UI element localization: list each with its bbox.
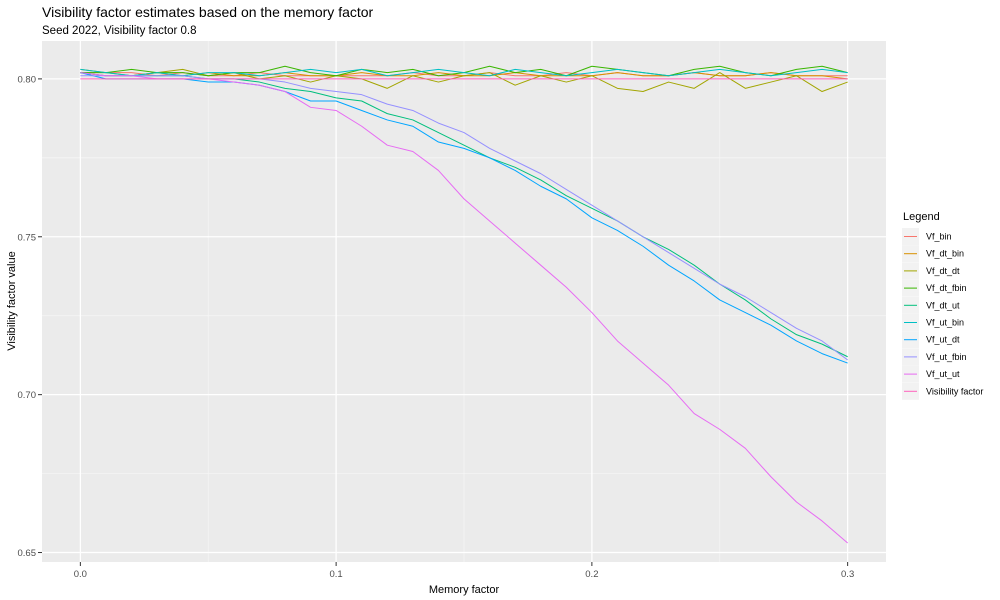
x-tick-label: 0.2 [585,569,598,580]
legend-item-vf-dt-dt: Vf_dt_dt [902,262,960,280]
legend-item-vf-ut-ut: Vf_ut_ut [902,365,960,383]
legend: Legend Vf_bin Vf_dt_bin Vf_dt_dt Vf_dt_fbin… [902,211,983,400]
chart-title: Visibility factor estimates based on the… [42,4,374,20]
y-axis: 0.65 0.70 0.75 0.80 [18,74,42,559]
legend-item-vf-ut-fbin: Vf_ut_fbin [902,348,967,366]
legend-item-visibility-factor: Visibility factor [902,382,983,400]
x-axis-title: Memory factor [429,584,500,596]
series-line-vf-ut-dt [80,72,848,364]
legend-label-vf-dt-bin: Vf_dt_bin [926,249,964,259]
legend-label-vf-dt-ut: Vf_dt_ut [926,300,960,310]
y-tick-label: 0.65 [18,548,37,559]
x-axis: 0.0 0.1 0.2 0.3 [74,562,854,580]
y-tick-label: 0.75 [18,232,37,243]
y-tick-label: 0.70 [18,390,37,401]
minor-gridlines [42,41,886,562]
legend-label-vf-bin: Vf_bin [926,232,952,242]
legend-title: Legend [903,211,940,223]
x-tick-label: 0.0 [74,569,87,580]
legend-item-vf-bin: Vf_bin [902,228,952,245]
legend-item-vf-ut-dt: Vf_ut_dt [902,331,960,349]
x-tick-label: 0.1 [330,569,343,580]
legend-item-vf-dt-ut: Vf_dt_ut [902,296,960,314]
legend-label-visibility-factor: Visibility factor [926,386,983,396]
legend-label-vf-ut-fbin: Vf_ut_fbin [926,352,967,362]
legend-label-vf-ut-bin: Vf_ut_bin [926,318,964,328]
legend-label-vf-dt-fbin: Vf_dt_fbin [926,283,967,293]
legend-items: Vf_bin Vf_dt_bin Vf_dt_dt Vf_dt_fbin Vf_dt_u… [902,228,983,400]
legend-item-vf-dt-bin: Vf_dt_bin [902,245,964,263]
y-axis-title: Visibility factor value [6,251,18,350]
legend-item-vf-dt-fbin: Vf_dt_fbin [902,279,967,297]
legend-item-vf-ut-bin: Vf_ut_bin [902,314,964,331]
legend-label-vf-ut-ut: Vf_ut_ut [926,369,960,379]
x-tick-label: 0.3 [841,569,854,580]
legend-label-vf-dt-dt: Vf_dt_dt [926,266,960,276]
y-tick-label: 0.80 [18,74,37,85]
series-lines [80,65,848,544]
series-line-vf-ut-bin [80,68,848,77]
legend-label-vf-ut-dt: Vf_ut_dt [926,335,960,345]
chart-subtitle: Seed 2022, Visibility factor 0.8 [42,25,197,37]
